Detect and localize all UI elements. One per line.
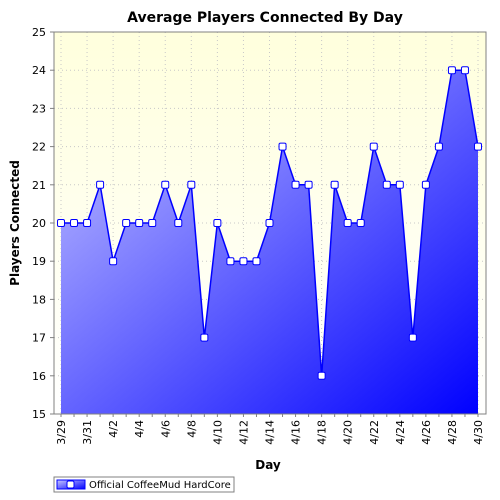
data-point-marker — [200, 333, 209, 342]
data-point-marker — [174, 219, 183, 227]
data-point-marker — [291, 180, 300, 189]
legend: Official CoffeeMud HardCore — [53, 476, 235, 493]
y-tick-label: 20 — [32, 217, 46, 230]
x-tick-label: 4/2 — [107, 420, 120, 438]
x-tick-label: 4/16 — [290, 420, 303, 445]
series-area-fill — [61, 70, 478, 414]
y-tick-label: 16 — [32, 370, 46, 383]
data-point-marker — [96, 180, 105, 189]
data-point-marker — [187, 180, 196, 189]
chart-title: Average Players Connected By Day — [127, 10, 403, 26]
data-point-marker — [343, 219, 352, 227]
data-point-marker — [304, 180, 313, 189]
data-point-marker — [122, 219, 131, 227]
data-point-marker — [278, 142, 287, 151]
y-tick-label: 15 — [32, 408, 46, 421]
data-point-marker — [161, 180, 170, 189]
data-points — [57, 66, 482, 380]
data-point-marker — [213, 219, 222, 227]
x-tick-label: 4/10 — [211, 420, 224, 445]
data-point-marker — [395, 180, 404, 189]
x-tick-label: 4/28 — [446, 420, 459, 445]
x-axis-ticks: 3/29 3/31 4/2 4/4 4/6 4/8 4/10 4/12 4/14 4/16 4/18… — [55, 414, 485, 445]
x-tick-label: 4/18 — [316, 420, 329, 445]
x-tick-label: 4/24 — [394, 420, 407, 445]
legend-box — [53, 476, 235, 493]
data-point-marker — [356, 219, 365, 227]
data-point-marker — [57, 219, 65, 227]
x-tick-label: 4/8 — [185, 420, 198, 438]
x-tick-label: 4/4 — [133, 420, 146, 438]
x-tick-label: 3/31 — [81, 420, 94, 445]
data-point-marker — [317, 371, 326, 380]
y-tick-label: 24 — [32, 64, 46, 77]
legend-label: Official CoffeeMud HardCore — [89, 480, 231, 491]
legend-marker-icon — [66, 480, 75, 489]
data-point-marker — [252, 257, 261, 266]
y-axis-ticks: 15 16 17 18 19 20 21 22 23 24 25 — [32, 26, 54, 421]
x-tick-label: 4/20 — [342, 420, 355, 445]
data-point-marker — [148, 219, 157, 227]
data-point-marker — [135, 219, 144, 227]
y-tick-label: 18 — [32, 293, 46, 306]
x-tick-label: 4/26 — [420, 420, 433, 445]
x-tick-label: 4/30 — [472, 420, 485, 445]
data-point-marker — [369, 142, 378, 151]
x-tick-label: 4/6 — [159, 420, 172, 438]
data-point-marker — [474, 142, 482, 151]
data-point-marker — [265, 219, 274, 227]
x-tick-label: 4/14 — [264, 420, 277, 445]
data-point-marker — [382, 180, 391, 189]
data-point-marker — [460, 66, 469, 75]
data-point-marker — [239, 257, 248, 266]
y-tick-label: 19 — [32, 255, 46, 268]
x-tick-label: 4/12 — [237, 420, 250, 445]
data-point-marker — [83, 219, 92, 227]
series-area — [61, 70, 478, 414]
y-axis-title: Players Connected — [8, 160, 22, 286]
data-point-marker — [70, 219, 79, 227]
y-tick-label: 21 — [32, 179, 46, 192]
data-point-marker — [408, 333, 417, 342]
y-tick-label: 22 — [32, 141, 46, 154]
data-point-marker — [447, 66, 456, 75]
data-point-marker — [421, 180, 430, 189]
x-tick-label: 4/22 — [368, 420, 381, 445]
data-point-marker — [226, 257, 235, 266]
x-tick-label: 3/29 — [55, 420, 68, 445]
data-point-marker — [330, 180, 339, 189]
y-tick-label: 25 — [32, 26, 46, 39]
y-tick-label: 17 — [32, 332, 46, 345]
x-axis-title: Day — [255, 458, 281, 472]
y-tick-label: 23 — [32, 102, 46, 115]
data-point-marker — [109, 257, 118, 266]
data-point-marker — [434, 142, 443, 151]
